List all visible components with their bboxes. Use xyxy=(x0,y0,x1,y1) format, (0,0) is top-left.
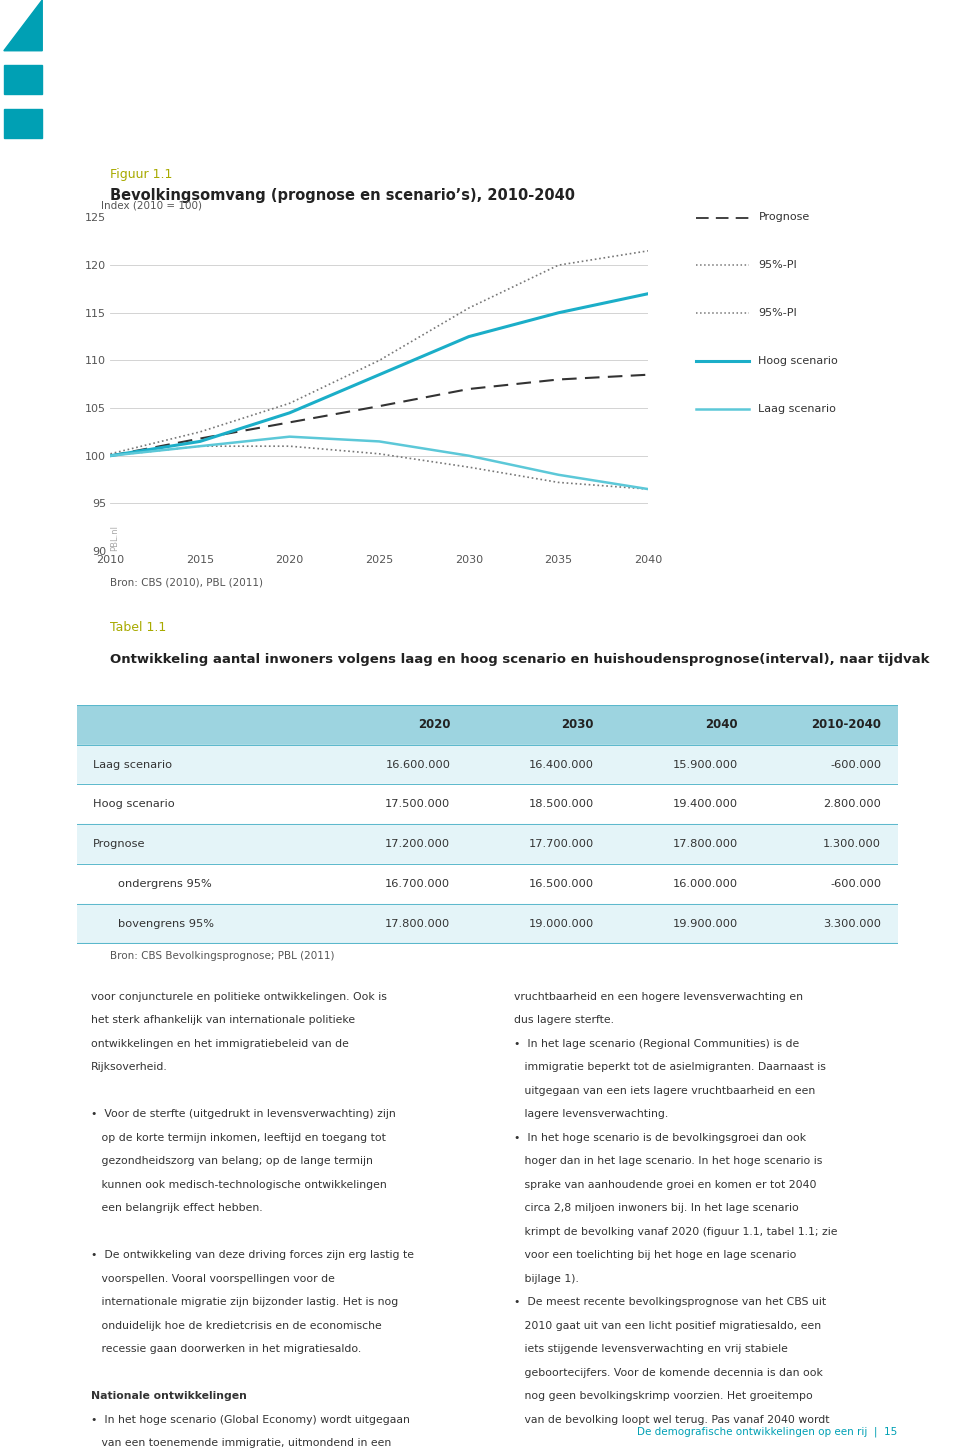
Text: 17.800.000: 17.800.000 xyxy=(385,919,450,929)
Text: •  In het lage scenario (Regional Communities) is de: • In het lage scenario (Regional Communi… xyxy=(514,1038,799,1048)
Text: voor conjuncturele en politieke ontwikkelingen. Ook is: voor conjuncturele en politieke ontwikke… xyxy=(91,992,387,1002)
Text: 16.400.000: 16.400.000 xyxy=(529,760,594,770)
Text: 16.500.000: 16.500.000 xyxy=(529,879,594,889)
Text: bovengrens 95%: bovengrens 95% xyxy=(118,919,214,929)
Text: 2.800.000: 2.800.000 xyxy=(824,799,881,809)
Text: 17.500.000: 17.500.000 xyxy=(385,799,450,809)
Text: voorspellen. Vooral voorspellingen voor de: voorspellen. Vooral voorspellingen voor … xyxy=(91,1273,335,1283)
Text: Rijksoverheid.: Rijksoverheid. xyxy=(91,1063,168,1072)
Text: PBL.nl: PBL.nl xyxy=(110,525,119,551)
Bar xyxy=(4,65,42,94)
Text: van een toenemende immigratie, uitmondend in een: van een toenemende immigratie, uitmonden… xyxy=(91,1438,392,1449)
Text: Nationale ontwikkelingen: Nationale ontwikkelingen xyxy=(91,1391,247,1401)
Text: internationale migratie zijn bijzonder lastig. Het is nog: internationale migratie zijn bijzonder l… xyxy=(91,1298,398,1306)
Text: Laag scenario: Laag scenario xyxy=(93,760,173,770)
Bar xyxy=(77,745,898,784)
Text: 2040: 2040 xyxy=(705,718,737,731)
Text: Prognose: Prognose xyxy=(758,213,809,222)
Text: ontwikkelingen en het immigratiebeleid van de: ontwikkelingen en het immigratiebeleid v… xyxy=(91,1038,349,1048)
Text: Tabel 1.1: Tabel 1.1 xyxy=(110,621,167,634)
Text: 95%-PI: 95%-PI xyxy=(758,309,797,318)
Text: van de bevolking loopt wel terug. Pas vanaf 2040 wordt: van de bevolking loopt wel terug. Pas va… xyxy=(514,1415,829,1424)
Bar xyxy=(77,705,898,745)
Text: Ontwikkeling aantal inwoners volgens laag en hoog scenario en huishoudensprognos: Ontwikkeling aantal inwoners volgens laa… xyxy=(110,652,930,666)
Polygon shape xyxy=(4,0,42,51)
Text: Hoog scenario: Hoog scenario xyxy=(93,799,175,809)
Text: •  Voor de sterfte (uitgedrukt in levensverwachting) zijn: • Voor de sterfte (uitgedrukt in levensv… xyxy=(91,1109,396,1119)
Text: -600.000: -600.000 xyxy=(830,879,881,889)
Text: uitgegaan van een iets lagere vruchtbaarheid en een: uitgegaan van een iets lagere vruchtbaar… xyxy=(514,1086,815,1096)
Text: Bron: CBS Bevolkingsprognose; PBL (2011): Bron: CBS Bevolkingsprognose; PBL (2011) xyxy=(110,951,335,961)
Text: circa 2,8 miljoen inwoners bij. In het lage scenario: circa 2,8 miljoen inwoners bij. In het l… xyxy=(514,1204,799,1214)
Text: 16.000.000: 16.000.000 xyxy=(672,879,737,889)
Text: 16.700.000: 16.700.000 xyxy=(385,879,450,889)
Text: sprake van aanhoudende groei en komen er tot 2040: sprake van aanhoudende groei en komen er… xyxy=(514,1180,816,1189)
Text: 17.200.000: 17.200.000 xyxy=(385,840,450,850)
Text: •  In het hoge scenario is de bevolkingsgroei dan ook: • In het hoge scenario is de bevolkingsg… xyxy=(514,1132,805,1143)
Text: 19.900.000: 19.900.000 xyxy=(672,919,737,929)
Text: Bevolkingsomvang (prognose en scenario’s), 2010-2040: Bevolkingsomvang (prognose en scenario’s… xyxy=(110,188,575,203)
Text: immigratie beperkt tot de asielmigranten. Daarnaast is: immigratie beperkt tot de asielmigranten… xyxy=(514,1063,826,1072)
Text: •  In het hoge scenario (Global Economy) wordt uitgegaan: • In het hoge scenario (Global Economy) … xyxy=(91,1415,410,1424)
Text: 3.300.000: 3.300.000 xyxy=(823,919,881,929)
Bar xyxy=(77,784,898,825)
Text: gezondheidszorg van belang; op de lange termijn: gezondheidszorg van belang; op de lange … xyxy=(91,1156,373,1166)
Text: dus lagere sterfte.: dus lagere sterfte. xyxy=(514,1015,613,1025)
Text: 19.400.000: 19.400.000 xyxy=(672,799,737,809)
Text: recessie gaan doorwerken in het migratiesaldo.: recessie gaan doorwerken in het migratie… xyxy=(91,1344,362,1354)
Text: Figuur 1.1: Figuur 1.1 xyxy=(110,168,173,181)
Text: 2010-2040: 2010-2040 xyxy=(811,718,881,731)
Bar xyxy=(77,825,898,864)
Text: •  De ontwikkeling van deze driving forces zijn erg lastig te: • De ontwikkeling van deze driving force… xyxy=(91,1250,414,1260)
Text: Index (2010 = 100): Index (2010 = 100) xyxy=(101,200,202,210)
Text: 17.700.000: 17.700.000 xyxy=(529,840,594,850)
Text: 16.600.000: 16.600.000 xyxy=(385,760,450,770)
Text: ondergrens 95%: ondergrens 95% xyxy=(118,879,211,889)
Text: 1.300.000: 1.300.000 xyxy=(823,840,881,850)
Text: lagere levensverwachting.: lagere levensverwachting. xyxy=(514,1109,668,1119)
Text: 2020: 2020 xyxy=(418,718,450,731)
Text: bijlage 1).: bijlage 1). xyxy=(514,1273,579,1283)
Text: voor een toelichting bij het hoge en lage scenario: voor een toelichting bij het hoge en lag… xyxy=(514,1250,796,1260)
Text: De demografische ontwikkelingen op een rij  |  15: De demografische ontwikkelingen op een r… xyxy=(637,1427,898,1437)
Text: •  De meest recente bevolkingsprognose van het CBS uit: • De meest recente bevolkingsprognose va… xyxy=(514,1298,826,1306)
Text: Laag scenario: Laag scenario xyxy=(758,405,836,413)
Bar xyxy=(4,109,42,138)
Text: 2010 gaat uit van een licht positief migratiesaldo, een: 2010 gaat uit van een licht positief mig… xyxy=(514,1321,821,1331)
Bar xyxy=(77,864,898,905)
Text: 18.500.000: 18.500.000 xyxy=(529,799,594,809)
Text: hoger dan in het lage scenario. In het hoge scenario is: hoger dan in het lage scenario. In het h… xyxy=(514,1156,822,1166)
Text: 17.800.000: 17.800.000 xyxy=(672,840,737,850)
Text: Hoog scenario: Hoog scenario xyxy=(758,357,838,365)
Text: vruchtbaarheid en een hogere levensverwachting en: vruchtbaarheid en een hogere levensverwa… xyxy=(514,992,803,1002)
Text: krimpt de bevolking vanaf 2020 (figuur 1.1, tabel 1.1; zie: krimpt de bevolking vanaf 2020 (figuur 1… xyxy=(514,1227,837,1237)
Text: Bron: CBS (2010), PBL (2011): Bron: CBS (2010), PBL (2011) xyxy=(110,577,263,587)
Text: onduidelijk hoe de kredietcrisis en de economische: onduidelijk hoe de kredietcrisis en de e… xyxy=(91,1321,382,1331)
Text: het sterk afhankelijk van internationale politieke: het sterk afhankelijk van internationale… xyxy=(91,1015,355,1025)
Text: iets stijgende levensverwachting en vrij stabiele: iets stijgende levensverwachting en vrij… xyxy=(514,1344,787,1354)
Text: 2030: 2030 xyxy=(562,718,594,731)
Text: -600.000: -600.000 xyxy=(830,760,881,770)
Text: kunnen ook medisch-technologische ontwikkelingen: kunnen ook medisch-technologische ontwik… xyxy=(91,1180,387,1189)
Text: op de korte termijn inkomen, leeftijd en toegang tot: op de korte termijn inkomen, leeftijd en… xyxy=(91,1132,386,1143)
Bar xyxy=(77,905,898,944)
Text: 95%-PI: 95%-PI xyxy=(758,261,797,270)
Text: geboortecijfers. Voor de komende decennia is dan ook: geboortecijfers. Voor de komende decenni… xyxy=(514,1367,823,1378)
Text: Prognose: Prognose xyxy=(93,840,146,850)
Text: nog geen bevolkingskrimp voorzien. Het groeitempo: nog geen bevolkingskrimp voorzien. Het g… xyxy=(514,1391,812,1401)
Text: 19.000.000: 19.000.000 xyxy=(529,919,594,929)
Text: 15.900.000: 15.900.000 xyxy=(672,760,737,770)
Text: een belangrijk effect hebben.: een belangrijk effect hebben. xyxy=(91,1204,263,1214)
